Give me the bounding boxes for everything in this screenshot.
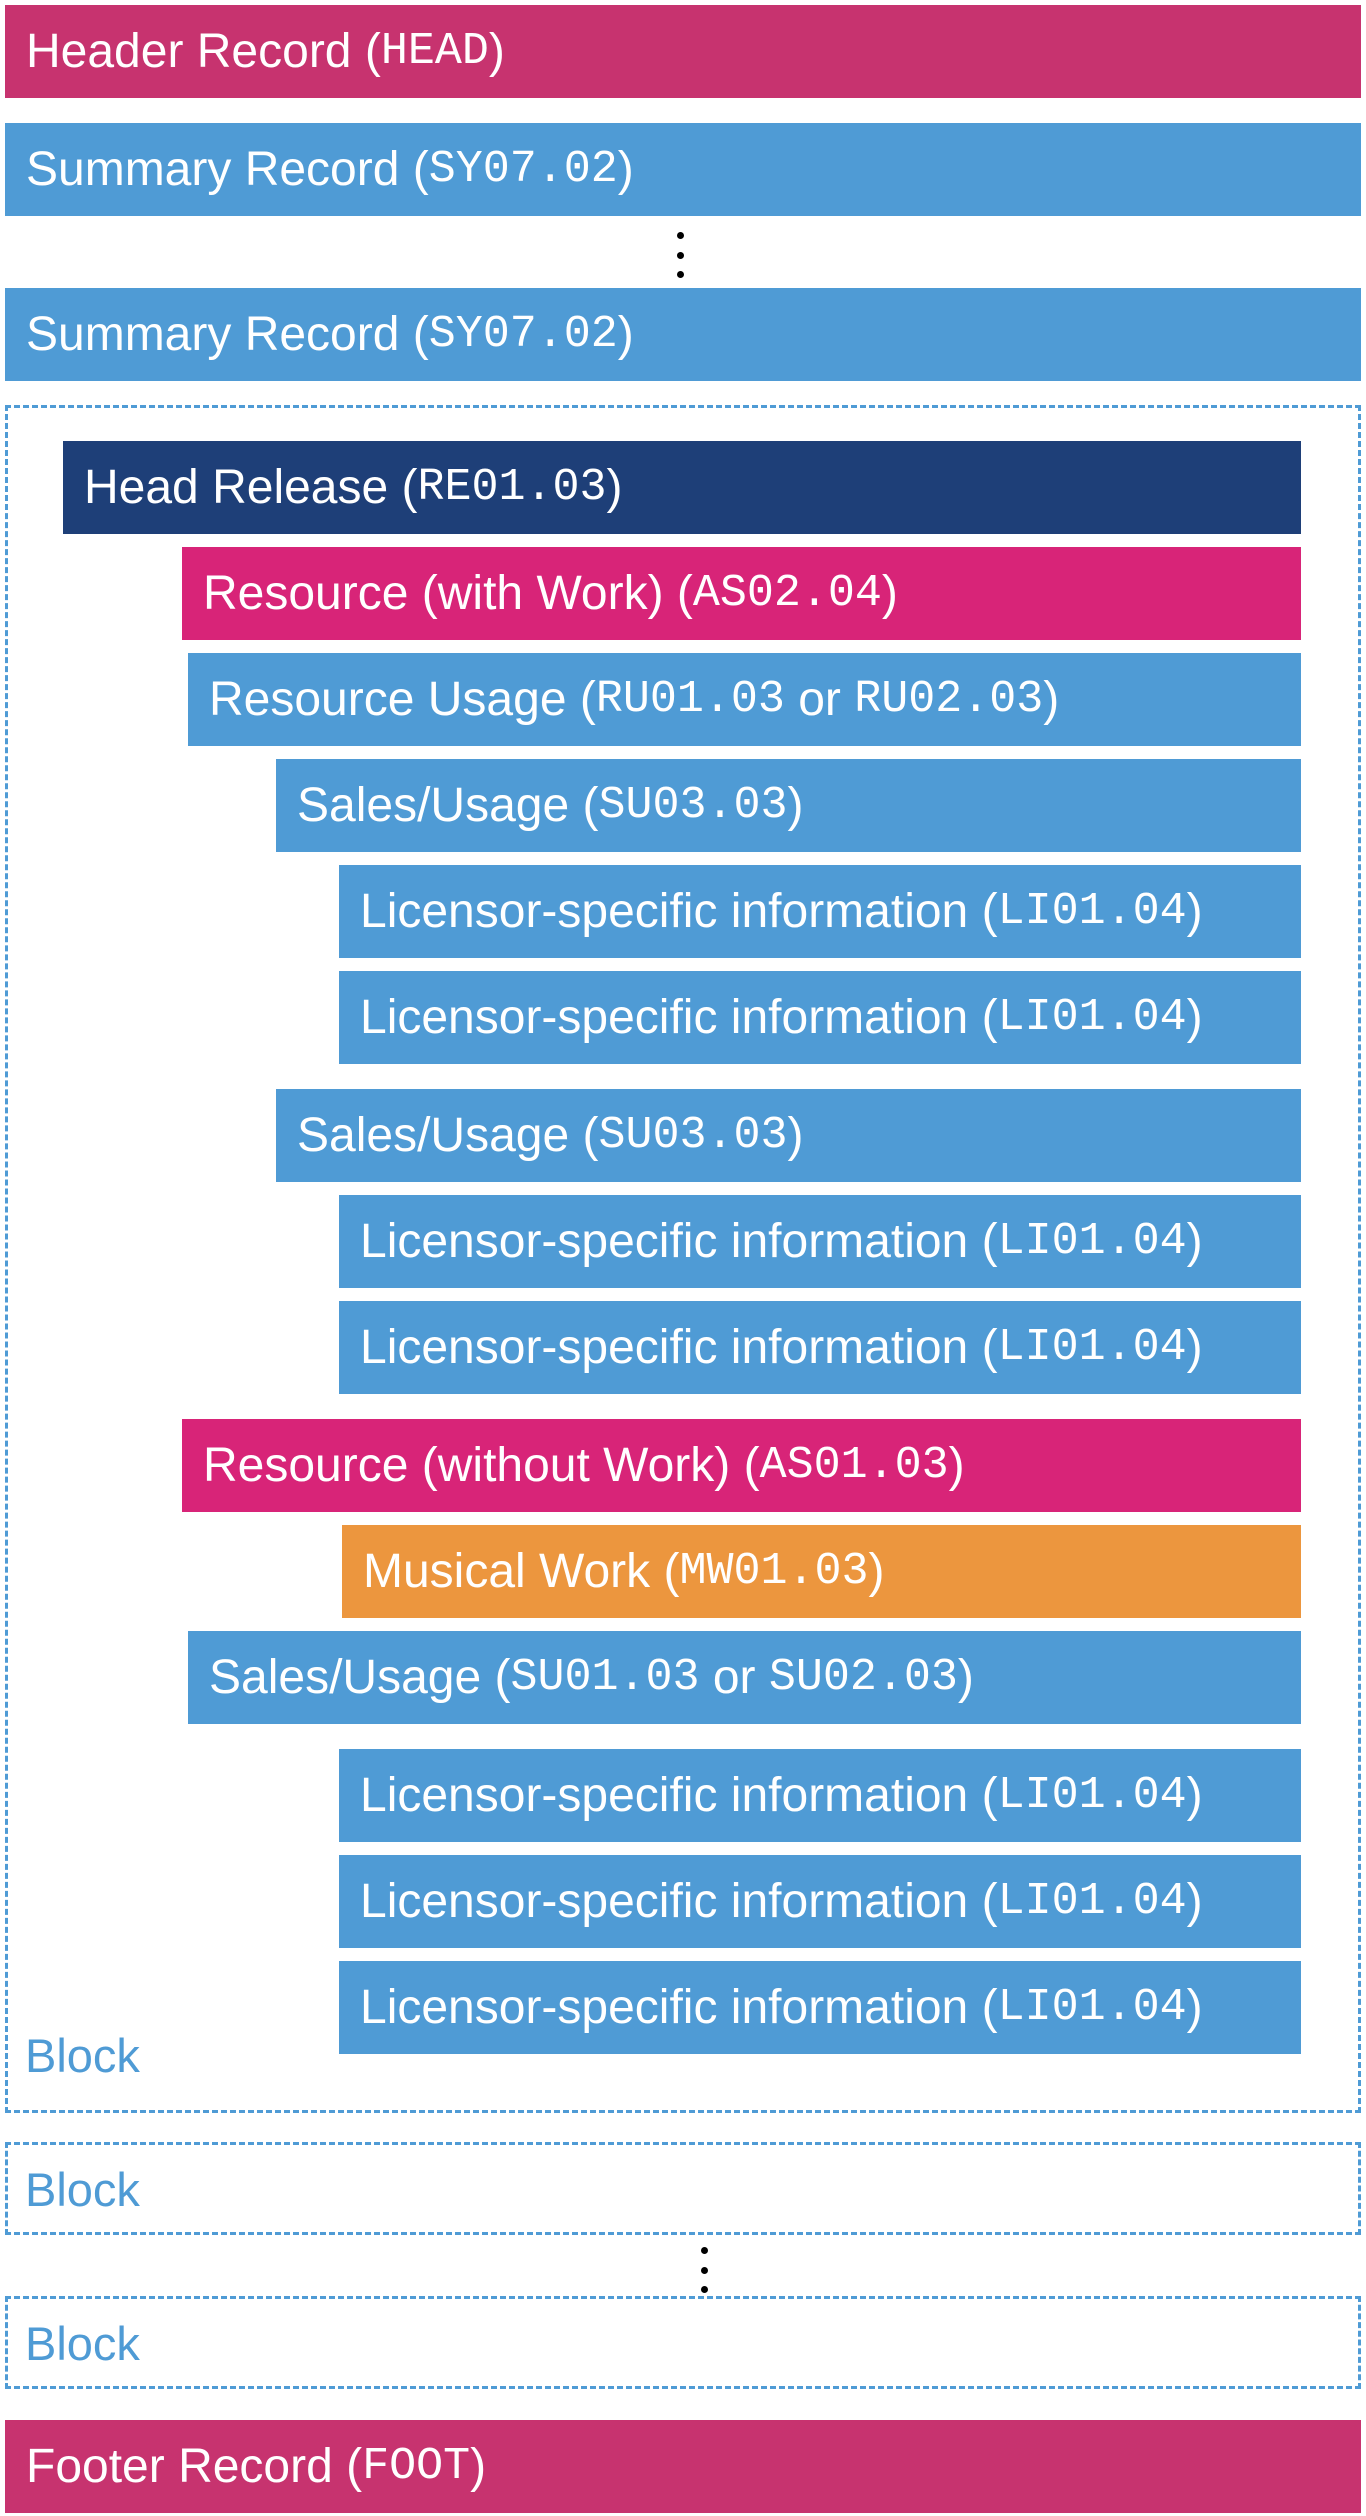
musical-work-record: Musical Work (MW01.03) — [342, 1525, 1301, 1618]
licensor-info-record: Licensor-specific information (LI01.04) — [339, 865, 1301, 958]
licensor-info-label: Licensor-specific information ( — [360, 990, 998, 1044]
footer-record-code: FOOT — [362, 2441, 471, 2492]
licensor-info-record: Licensor-specific information (LI01.04) — [339, 971, 1301, 1064]
resource-without-work-code: AS01.03 — [759, 1440, 949, 1491]
sales-usage-record: Sales/Usage (SU03.03) — [276, 1089, 1301, 1182]
licensor-info-label: Licensor-specific information ( — [360, 1214, 998, 1268]
licensor-info-record: Licensor-specific information (LI01.04) — [339, 1749, 1301, 1842]
resource-usage-label: Resource Usage ( — [209, 672, 596, 726]
header-record-code: HEAD — [380, 26, 489, 77]
resource-without-work-label: Resource (without Work) ( — [203, 1438, 760, 1492]
summary-record: Summary Record (SY07.02) — [5, 288, 1361, 381]
resource-without-work-record: Resource (without Work) (AS01.03) — [182, 1419, 1301, 1512]
musical-work-label: Musical Work ( — [363, 1544, 680, 1598]
sales-usage-code: SU03.03 — [598, 1110, 788, 1161]
licensor-info-record: Licensor-specific information (LI01.04) — [339, 1855, 1301, 1948]
summary-record-code: SY07.02 — [428, 144, 618, 195]
licensor-info-code: LI01.04 — [997, 1322, 1187, 1373]
licensor-info-label: Licensor-specific information ( — [360, 1980, 998, 2034]
head-release-label: Head Release ( — [84, 460, 418, 514]
summary-record-label: Summary Record ( — [26, 142, 429, 196]
header-record-label: Header Record ( — [26, 24, 381, 78]
block-container — [5, 2296, 1361, 2389]
licensor-info-code: LI01.04 — [997, 1216, 1187, 1267]
licensor-info-code: LI01.04 — [997, 992, 1187, 1043]
summary-record-label: Summary Record ( — [26, 307, 429, 361]
licensor-info-record: Licensor-specific information (LI01.04) — [339, 1301, 1301, 1394]
sales-usage-label: Sales/Usage ( — [209, 1650, 511, 1704]
sales-usage-label: Sales/Usage ( — [297, 778, 599, 832]
sales-usage-label: Sales/Usage ( — [297, 1108, 599, 1162]
summary-record-code: SY07.02 — [428, 309, 618, 360]
licensor-info-record: Licensor-specific information (LI01.04) — [339, 1961, 1301, 2054]
resource-with-work-code: AS02.04 — [692, 568, 882, 619]
summary-record: Summary Record (SY07.02) — [5, 123, 1361, 216]
licensor-info-label: Licensor-specific information ( — [360, 1874, 998, 1928]
licensor-info-code: LI01.04 — [997, 1770, 1187, 1821]
block-label: Block — [25, 2029, 140, 2082]
musical-work-code: MW01.03 — [679, 1546, 869, 1597]
licensor-info-label: Licensor-specific information ( — [360, 1768, 998, 1822]
resource-usage-code-1: RU01.03 — [595, 674, 785, 725]
head-release-code: RE01.03 — [417, 462, 607, 513]
resource-usage-record: Resource Usage (RU01.03 or RU02.03) — [188, 653, 1301, 746]
sales-usage-code-1: SU01.03 — [510, 1652, 700, 1703]
head-release-record: Head Release (RE01.03) — [63, 441, 1301, 534]
sales-usage-record: Sales/Usage (SU03.03) — [276, 759, 1301, 852]
footer-record-label: Footer Record ( — [26, 2439, 363, 2493]
vertical-ellipsis-icon — [676, 232, 684, 278]
sales-usage-code-2: SU02.03 — [768, 1652, 958, 1703]
resource-with-work-record: Resource (with Work) (AS02.04) — [182, 547, 1301, 640]
footer-record: Footer Record (FOOT) — [5, 2420, 1361, 2513]
licensor-info-code: LI01.04 — [997, 886, 1187, 937]
header-record: Header Record (HEAD) — [5, 5, 1361, 98]
block-label: Block — [25, 2317, 140, 2370]
licensor-info-code: LI01.04 — [997, 1876, 1187, 1927]
licensor-info-label: Licensor-specific information ( — [360, 1320, 998, 1374]
resource-usage-code-2: RU02.03 — [854, 674, 1044, 725]
block-label: Block — [25, 2163, 140, 2216]
sales-usage-record: Sales/Usage (SU01.03 or SU02.03) — [188, 1631, 1301, 1724]
licensor-info-record: Licensor-specific information (LI01.04) — [339, 1195, 1301, 1288]
sales-usage-code: SU03.03 — [598, 780, 788, 831]
vertical-ellipsis-icon — [700, 2247, 708, 2293]
resource-with-work-label: Resource (with Work) ( — [203, 566, 693, 620]
licensor-info-label: Licensor-specific information ( — [360, 884, 998, 938]
block-container — [5, 2142, 1361, 2235]
block-container — [5, 405, 1361, 2113]
licensor-info-code: LI01.04 — [997, 1982, 1187, 2033]
